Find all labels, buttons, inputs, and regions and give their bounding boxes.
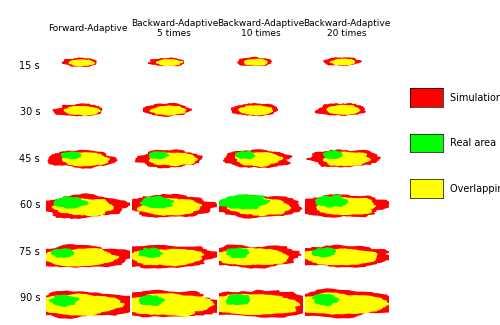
Polygon shape	[317, 198, 375, 214]
Polygon shape	[116, 294, 214, 316]
Polygon shape	[54, 197, 88, 208]
Polygon shape	[52, 249, 74, 257]
Text: 5 times: 5 times	[158, 29, 192, 38]
Polygon shape	[156, 60, 183, 65]
Text: Simulation area: Simulation area	[450, 93, 500, 102]
Text: 90 s: 90 s	[20, 293, 40, 304]
Polygon shape	[150, 152, 169, 159]
Polygon shape	[62, 58, 96, 66]
Polygon shape	[327, 105, 360, 114]
Polygon shape	[312, 248, 336, 257]
Polygon shape	[224, 150, 292, 167]
Polygon shape	[282, 245, 396, 267]
Text: 10 times: 10 times	[241, 29, 281, 38]
Polygon shape	[69, 60, 94, 65]
Polygon shape	[94, 291, 234, 317]
Polygon shape	[8, 291, 139, 318]
Polygon shape	[30, 294, 124, 315]
Polygon shape	[176, 291, 314, 317]
Text: Overlapping area: Overlapping area	[450, 184, 500, 193]
Polygon shape	[62, 153, 110, 166]
Polygon shape	[150, 106, 186, 115]
Polygon shape	[148, 58, 184, 66]
Polygon shape	[228, 198, 291, 215]
Polygon shape	[135, 150, 202, 168]
Polygon shape	[38, 249, 119, 266]
Text: 15 s: 15 s	[20, 60, 40, 71]
Polygon shape	[312, 294, 338, 305]
Polygon shape	[226, 248, 249, 257]
Polygon shape	[190, 245, 301, 268]
Polygon shape	[150, 153, 197, 165]
Polygon shape	[50, 295, 78, 306]
Polygon shape	[232, 104, 278, 115]
Polygon shape	[297, 195, 391, 217]
Polygon shape	[52, 199, 113, 216]
Polygon shape	[138, 199, 202, 215]
Polygon shape	[292, 293, 390, 314]
Polygon shape	[206, 294, 300, 314]
Polygon shape	[140, 196, 173, 208]
Text: 20 times: 20 times	[327, 29, 366, 38]
Polygon shape	[218, 195, 270, 209]
Polygon shape	[324, 150, 342, 158]
Polygon shape	[139, 295, 164, 305]
Text: Real area: Real area	[450, 138, 496, 148]
Polygon shape	[61, 152, 81, 159]
Polygon shape	[118, 195, 219, 217]
Polygon shape	[48, 150, 117, 168]
Polygon shape	[330, 59, 354, 65]
Text: Backward-Adaptive: Backward-Adaptive	[303, 19, 390, 28]
Text: 60 s: 60 s	[20, 200, 40, 210]
Text: Forward-Adaptive: Forward-Adaptive	[48, 24, 128, 33]
Polygon shape	[238, 57, 271, 65]
Polygon shape	[236, 152, 255, 159]
Polygon shape	[239, 106, 272, 115]
Polygon shape	[107, 246, 221, 268]
Text: Backward-Adaptive: Backward-Adaptive	[130, 19, 218, 28]
Polygon shape	[271, 289, 412, 318]
Polygon shape	[300, 249, 377, 265]
Polygon shape	[316, 104, 365, 115]
Text: 30 s: 30 s	[20, 107, 40, 117]
Text: 45 s: 45 s	[20, 154, 40, 164]
Polygon shape	[143, 103, 192, 116]
Polygon shape	[316, 195, 348, 207]
Polygon shape	[64, 107, 100, 115]
Polygon shape	[16, 245, 136, 267]
Polygon shape	[210, 195, 302, 218]
Polygon shape	[226, 294, 250, 305]
Polygon shape	[244, 59, 268, 65]
Polygon shape	[38, 194, 132, 218]
Polygon shape	[214, 248, 288, 265]
Polygon shape	[324, 152, 370, 165]
Text: 75 s: 75 s	[19, 247, 40, 257]
Polygon shape	[139, 248, 163, 257]
Polygon shape	[54, 104, 102, 116]
Polygon shape	[324, 58, 362, 66]
Text: Backward-Adaptive: Backward-Adaptive	[217, 19, 304, 28]
Polygon shape	[236, 153, 283, 166]
Polygon shape	[127, 250, 204, 266]
Polygon shape	[306, 150, 380, 167]
